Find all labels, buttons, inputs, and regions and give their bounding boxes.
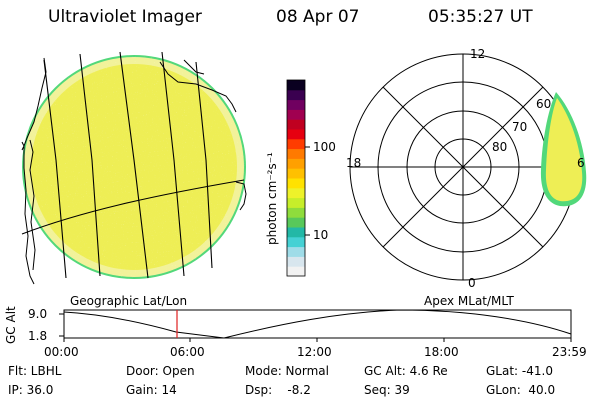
colorbar-unit-label: photon cm⁻²s⁻¹ <box>265 152 279 245</box>
info-ip: IP: 36.0 <box>8 383 54 397</box>
colorbar-tick-100: 100 <box>313 140 336 154</box>
info-dsp: Dsp: -8.2 <box>245 383 311 397</box>
time-label: 05:35:27 UT <box>428 7 533 27</box>
altitude-ytick-9: 9.0 <box>28 307 48 321</box>
info-filter: Flt: LBHL <box>8 364 62 378</box>
colorbar-segment <box>287 80 305 91</box>
coastline-outlines <box>21 57 247 285</box>
apex-label: Apex MLat/MLT <box>424 294 514 308</box>
uv-image-disk <box>22 55 246 279</box>
colorbar-segment <box>287 129 305 140</box>
info-glon: GLon: 40.0 <box>486 383 556 397</box>
colorbar-segment <box>287 178 305 189</box>
polar-lat-60: 60 <box>536 97 552 111</box>
altitude-xtick-1200: 12:00 <box>297 345 332 359</box>
geographic-grid <box>21 51 245 279</box>
colorbar-segment <box>287 256 305 267</box>
colorbar-segment <box>287 158 305 169</box>
colorbar-segment <box>287 266 305 277</box>
polar-hour-18: 18 <box>346 156 362 170</box>
altitude-xtick-0000: 00:00 <box>44 345 79 359</box>
info-gc-alt: GC Alt: 4.6 Re <box>364 364 448 378</box>
altitude-plot <box>59 309 572 342</box>
colorbar-segment <box>287 217 305 228</box>
polar-mlat-mlt-plot <box>349 53 587 281</box>
polar-hour-0: 0 <box>468 276 476 290</box>
colorbar <box>287 80 305 277</box>
info-glat: GLat: -41.0 <box>486 364 553 378</box>
info-door: Door: Open <box>126 364 195 378</box>
altitude-xtick-2359: 23:59 <box>552 345 587 359</box>
colorbar-segment <box>287 168 305 179</box>
colorbar-segment <box>287 119 305 130</box>
info-mode: Mode: Normal <box>245 364 329 378</box>
polar-hour-6: 6 <box>577 156 585 170</box>
app-title: Ultraviolet Imager <box>48 7 202 27</box>
geographic-label: Geographic Lat/Lon <box>70 294 188 308</box>
altitude-ytick-1-8: 1.8 <box>28 329 48 343</box>
polar-lat-70: 70 <box>512 120 528 134</box>
colorbar-segment <box>287 246 305 257</box>
info-seq: Seq: 39 <box>364 383 410 397</box>
colorbar-segment <box>287 109 305 120</box>
colorbar-segment <box>287 197 305 208</box>
colorbar-segment <box>287 187 305 199</box>
polar-lat-80: 80 <box>492 140 508 154</box>
colorbar-segment <box>287 236 305 248</box>
altitude-ylabel: GC Alt <box>4 306 18 344</box>
colorbar-segment <box>287 227 305 238</box>
colorbar-tick-10: 10 <box>313 228 329 242</box>
colorbar-segment <box>287 148 305 159</box>
altitude-xtick-0600: 06:00 <box>170 345 205 359</box>
colorbar-segment <box>287 138 305 150</box>
colorbar-segment <box>287 207 305 218</box>
colorbar-segment <box>287 99 305 110</box>
info-gain: Gain: 14 <box>126 383 177 397</box>
polar-hour-12: 12 <box>470 47 486 61</box>
date-label: 08 Apr 07 <box>276 7 360 27</box>
altitude-xtick-1800: 18:00 <box>424 345 459 359</box>
colorbar-segment <box>287 89 305 101</box>
